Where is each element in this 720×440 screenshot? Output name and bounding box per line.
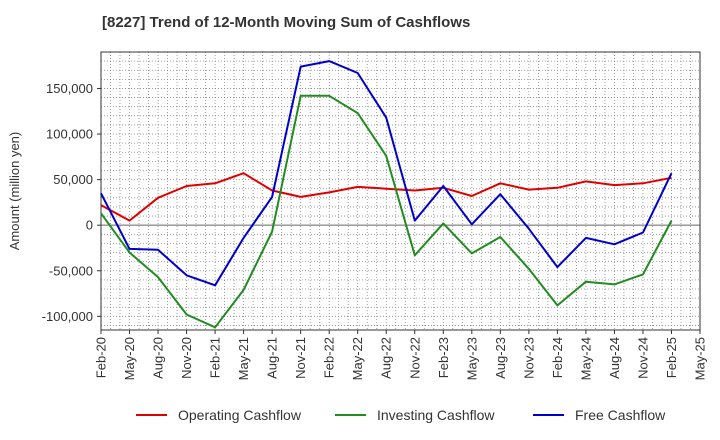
x-tick-label: Feb-25: [664, 337, 679, 378]
x-tick-label: May-24: [578, 337, 593, 380]
x-tick-label: Nov-20: [179, 337, 194, 379]
x-tick-label: May-20: [122, 337, 137, 380]
x-tick-label: Aug-23: [493, 337, 508, 379]
legend-item-free-cashflow[interactable]: Free Cashflow: [533, 407, 666, 423]
plot-area-frame: [100, 51, 701, 331]
x-tick-label: Aug-21: [265, 337, 280, 379]
x-tick-label: May-23: [464, 337, 479, 380]
legend-label: Investing Cashflow: [377, 407, 495, 423]
legend-item-operating-cashflow[interactable]: Operating Cashflow: [136, 407, 302, 423]
y-tick-label: 50,000: [53, 172, 93, 187]
y-tick-label: -100,000: [42, 309, 93, 324]
x-tick-label: Feb-21: [208, 337, 223, 378]
operating-cashflow-line: [100, 172, 672, 222]
x-tick-label: Aug-22: [379, 337, 394, 379]
x-tick-label: May-25: [693, 337, 708, 380]
x-tick-label: Feb-23: [436, 337, 451, 378]
chart-title: [8227] Trend of 12-Month Moving Sum of C…: [102, 14, 471, 31]
y-axis-label: Amount (million yen): [7, 132, 22, 251]
x-tick-label: Feb-24: [550, 337, 565, 378]
y-tick-label: 150,000: [46, 81, 93, 96]
legend-label: Operating Cashflow: [178, 407, 302, 423]
x-tick-label: Aug-20: [151, 337, 166, 379]
y-axis-ticks: -100,000 -50,000 0 50,000 100,000 150,000: [42, 81, 101, 324]
x-tick-label: Nov-21: [293, 337, 308, 379]
x-tick-label: May-22: [350, 337, 365, 380]
x-tick-label: Aug-24: [607, 337, 622, 379]
investing-cashflow-line: [100, 94, 673, 329]
x-axis-ticks: Feb-20 May-20 Aug-20 Nov-20 Feb-21 May-21 Aug-…: [94, 330, 708, 380]
legend[interactable]: Operating Cashflow Investing Cashflow Free…: [136, 407, 666, 423]
free-cashflow-line: [100, 60, 673, 287]
y-tick-label: 0: [86, 218, 93, 233]
x-tick-label: May-21: [236, 337, 251, 380]
legend-label: Free Cashflow: [575, 407, 666, 423]
series-lines: [100, 60, 673, 329]
x-tick-label: Nov-24: [635, 337, 650, 379]
x-tick-label: Feb-20: [94, 337, 109, 378]
x-tick-label: Nov-22: [407, 337, 422, 379]
x-tick-label: Nov-23: [521, 337, 536, 379]
y-tick-label: 100,000: [46, 127, 93, 142]
y-tick-label: -50,000: [49, 263, 93, 278]
grid-lines: [100, 51, 701, 330]
legend-item-investing-cashflow[interactable]: Investing Cashflow: [335, 407, 495, 423]
x-tick-label: Feb-22: [322, 337, 337, 378]
